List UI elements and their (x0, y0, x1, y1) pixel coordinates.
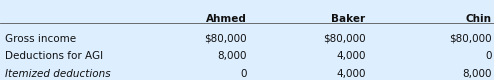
Text: Baker: Baker (331, 14, 366, 24)
Text: Gross income: Gross income (5, 34, 76, 44)
Text: 0: 0 (485, 51, 492, 61)
Text: 4,000: 4,000 (336, 69, 366, 79)
Text: 0: 0 (241, 69, 247, 79)
Text: 8,000: 8,000 (462, 69, 492, 79)
Text: Ahmed: Ahmed (206, 14, 247, 24)
Text: Chin: Chin (465, 14, 492, 24)
Text: 8,000: 8,000 (217, 51, 247, 61)
Text: $80,000: $80,000 (205, 34, 247, 44)
Text: $80,000: $80,000 (449, 34, 492, 44)
Text: Deductions for AGI: Deductions for AGI (5, 51, 103, 61)
Text: 4,000: 4,000 (336, 51, 366, 61)
Text: $80,000: $80,000 (323, 34, 366, 44)
Text: Itemized deductions: Itemized deductions (5, 69, 111, 79)
